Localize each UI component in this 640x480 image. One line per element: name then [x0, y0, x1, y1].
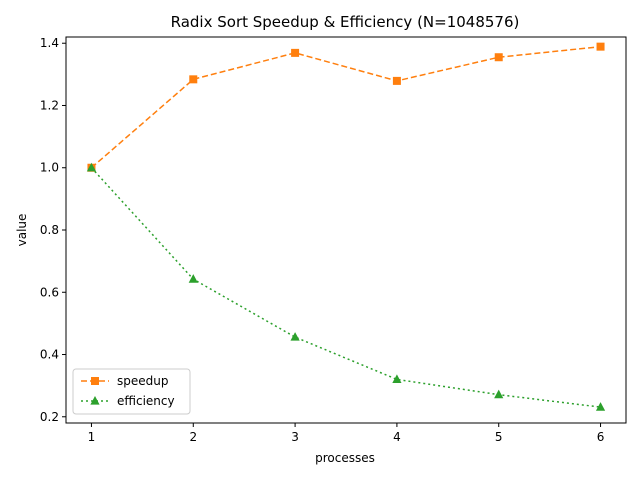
x-tick-label: 3 — [291, 430, 299, 444]
y-tick-label: 0.4 — [40, 348, 59, 362]
series-efficiency — [86, 162, 606, 411]
x-tick-label: 5 — [495, 430, 503, 444]
speedup-point — [494, 53, 503, 62]
efficiency-line — [90, 167, 601, 408]
y-tick-label: 0.8 — [40, 223, 59, 237]
speedup-point — [596, 42, 605, 51]
efficiency-point — [290, 332, 300, 341]
y-axis: 0.2 0.4 0.6 0.8 1.0 1.2 1.4 — [40, 36, 66, 424]
y-axis-label: value — [15, 214, 29, 247]
x-tick-label: 6 — [597, 430, 605, 444]
y-tick-label: 0.2 — [40, 410, 59, 424]
efficiency-point — [494, 389, 504, 399]
efficiency-point — [392, 374, 402, 384]
y-tick-label: 1.0 — [40, 161, 59, 175]
legend-label-efficiency: efficiency — [117, 394, 175, 408]
x-tick-label: 4 — [393, 430, 401, 444]
legend-label-speedup: speedup — [117, 374, 168, 388]
speedup-point — [189, 75, 198, 84]
chart-title: Radix Sort Speedup & Efficiency (N=10485… — [171, 13, 520, 31]
x-axis: 1 2 3 4 5 6 — [88, 423, 605, 444]
x-axis-label: processes — [315, 451, 375, 465]
speedup-point — [291, 48, 300, 57]
legend-marker-efficiency — [90, 396, 100, 405]
efficiency-point — [86, 162, 97, 172]
y-tick-label: 0.6 — [40, 285, 59, 299]
y-tick-label: 1.4 — [40, 36, 59, 50]
efficiency-point — [188, 274, 198, 283]
speedup-point — [392, 76, 401, 85]
series-layer — [86, 42, 606, 411]
series-speedup — [87, 42, 605, 172]
legend-marker-speedup — [91, 377, 99, 385]
speedup-line — [90, 45, 601, 169]
legend: speedup efficiency — [72, 368, 191, 415]
plot-area-frame — [65, 36, 627, 424]
y-tick-label: 1.2 — [40, 98, 59, 112]
efficiency-point — [595, 402, 606, 411]
x-tick-label: 1 — [88, 430, 96, 444]
x-tick-label: 2 — [189, 430, 197, 444]
